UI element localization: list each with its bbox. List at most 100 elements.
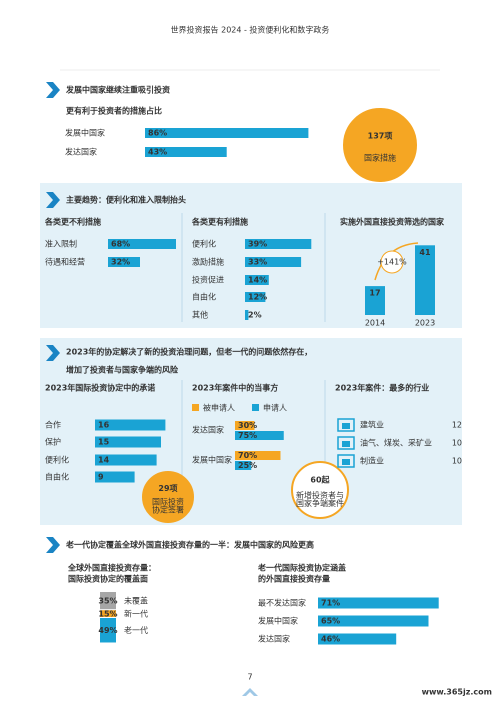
value-label: 65%: [321, 617, 340, 626]
bar-label: 待遇和经营: [45, 257, 85, 267]
bar: [235, 461, 252, 470]
legend-label: 申请人: [263, 403, 287, 413]
industry-value: 12: [452, 421, 462, 430]
stack-segment: [100, 592, 116, 610]
bar: [145, 128, 309, 138]
badge-label: 新增投资者与: [296, 490, 344, 500]
watermark: www.365jz.com: [422, 688, 492, 697]
section-title: 2023年的协定解决了新的投资治理问题，但老一代的问题依然存在，: [66, 347, 312, 357]
badge: [291, 461, 349, 519]
badge-label: 国家措施: [364, 153, 396, 163]
bar-label: 激励措施: [192, 257, 224, 267]
bar: [245, 239, 312, 249]
industry-label: 制造业: [360, 456, 384, 466]
bar-label: 发达国家: [258, 634, 290, 644]
bar: [235, 451, 281, 460]
legend-swatch: [252, 404, 259, 411]
value-label: 14%: [248, 276, 267, 285]
value-label: 14: [98, 456, 110, 465]
value-label: 71%: [321, 599, 340, 608]
value-label: 15%: [98, 610, 117, 619]
bar-label: 便利化: [45, 455, 69, 465]
icon: [342, 423, 350, 429]
value-label: 68%: [111, 240, 130, 249]
bar-label: 发达国家: [192, 425, 224, 435]
bar-label: 发达国家: [65, 147, 97, 157]
legend-label: 老一代: [124, 625, 148, 635]
bar-label: 自由化: [192, 292, 216, 302]
stack-segment: [100, 610, 116, 617]
bar-label: 发展中国家: [65, 128, 105, 138]
badge-value: 29项: [158, 484, 177, 493]
panel-title: 各类更有利措施: [191, 217, 248, 227]
value-label: 2%: [248, 311, 262, 320]
subtitle: 更有利于投资者的措施占比: [66, 106, 162, 116]
panel-title: 全球外国直接投资存量：: [67, 563, 156, 573]
header: 世界投资报告 2024 - 投资便利化和数字政务: [171, 25, 330, 35]
value-label: 41: [419, 248, 431, 257]
change-circle: [380, 250, 404, 274]
badge-label: 国家争端案件: [296, 498, 344, 508]
bar: [318, 615, 429, 627]
section-title: 老一代协定覆盖全球外国直接投资存量的一半：发展中国家的风险更高: [65, 540, 314, 550]
icon: [337, 436, 355, 450]
bar: [95, 454, 157, 466]
bar-label: 其他: [192, 310, 208, 320]
value-label: 16: [98, 421, 110, 430]
icon: [337, 454, 355, 468]
panel-title: 各类更不利措施: [44, 217, 101, 227]
value-label: 33%: [248, 258, 267, 267]
panel-title: 的外国直接投资存量: [258, 574, 330, 584]
section-title: 发展中国家继续注重吸引投资: [65, 85, 170, 95]
industry-label: 油气、煤炭、采矿业: [360, 438, 432, 448]
bar-label: 发展中国家: [258, 616, 298, 626]
panel-title: 2023年案件中的当事方: [192, 383, 278, 393]
bar-label: 发展中国家: [192, 455, 232, 465]
value-label: 30%: [238, 421, 257, 430]
industry-label: 建筑业: [360, 420, 384, 430]
value-label: 86%: [148, 129, 167, 138]
stack-segment: [100, 618, 116, 643]
value-label: 75%: [238, 431, 257, 440]
legend-label: 被申请人: [203, 403, 235, 413]
value-label: 25%: [238, 461, 257, 470]
bar: [318, 597, 439, 609]
value-label: 9: [98, 473, 104, 482]
bar: [95, 419, 166, 431]
bar: [245, 257, 302, 267]
bar: [235, 431, 284, 440]
bar-label: 便利化: [192, 239, 216, 249]
bar: [108, 257, 140, 267]
panel-title: 老一代国际投资协定涵盖: [257, 563, 346, 573]
change-label: +141%: [377, 258, 407, 267]
value-label: 35%: [98, 597, 117, 606]
industry-value: 10: [452, 457, 462, 466]
bar-label: 准入限制: [45, 239, 77, 249]
page-number: 7: [247, 673, 252, 682]
badge: [343, 108, 417, 182]
bar-label: 最不发达国家: [258, 598, 306, 608]
x-label: 2023: [415, 319, 435, 328]
icon: [342, 441, 350, 447]
value-label: 43%: [148, 148, 167, 157]
bar-label: 合作: [45, 420, 61, 430]
panel-title: 国际投资协定的覆盖面: [68, 574, 148, 584]
industry-value: 10: [452, 439, 462, 448]
badge-value: 60起: [310, 475, 330, 485]
chevrons: [46, 82, 258, 696]
column: [365, 286, 385, 315]
bar: [245, 310, 249, 320]
value-label: 49%: [98, 626, 117, 635]
value-label: 46%: [321, 635, 340, 644]
legend-label: 新一代: [124, 609, 148, 619]
panel-title: 2023年国际投资协定中的承诺: [45, 383, 155, 393]
bar-label: 自由化: [45, 472, 69, 482]
value-label: 12%: [248, 293, 267, 302]
bar: [95, 436, 161, 448]
bar: [108, 239, 176, 249]
icon: [342, 459, 350, 465]
badge-value: 137项: [368, 132, 393, 141]
bar-label: 保护: [45, 437, 61, 447]
bar: [318, 633, 397, 645]
legend-swatch: [192, 404, 199, 411]
